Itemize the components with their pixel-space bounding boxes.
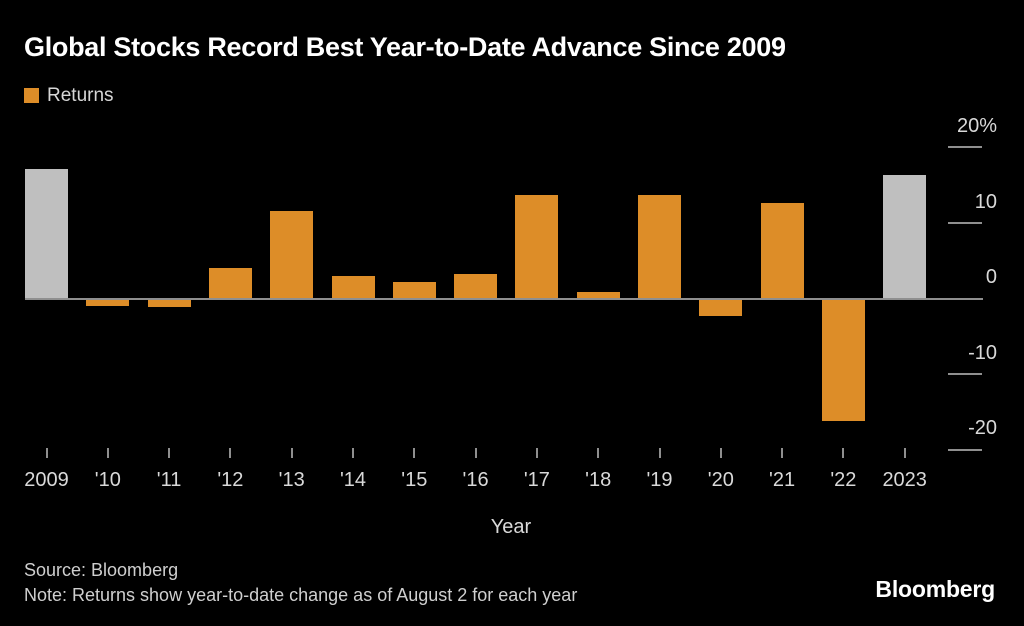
- bar-11: [147, 298, 191, 307]
- x-tick-label: '19: [646, 469, 673, 491]
- x-tick-line: [290, 448, 293, 458]
- y-tick-label: 0: [985, 266, 997, 288]
- y-tick-label: -20: [968, 417, 997, 440]
- source-text: Source: Bloomberg: [24, 560, 179, 580]
- x-tick-label: '18: [585, 469, 612, 491]
- y-tick-line: [948, 373, 982, 375]
- x-tick-line: [658, 448, 661, 458]
- y-tick-label: 10: [974, 190, 997, 213]
- x-tick-line: [229, 448, 232, 458]
- x-tick-label: '11: [156, 469, 182, 491]
- bloomberg-logo: Bloomberg: [875, 576, 995, 602]
- bar-16: [454, 273, 498, 299]
- bar-18: [576, 291, 620, 299]
- y-tick-line: [948, 222, 982, 224]
- x-tick-label: '13: [278, 469, 305, 491]
- bar-20: [699, 298, 743, 316]
- x-tick-label: '10: [94, 469, 121, 491]
- x-tick-label: 2023: [882, 469, 927, 491]
- bar-15: [392, 281, 436, 299]
- y-tick-label: 20%: [956, 114, 997, 137]
- chart-title: Global Stocks Record Best Year-to-Date A…: [24, 32, 786, 62]
- x-tick-line: [842, 448, 845, 458]
- x-tick-line: [106, 448, 109, 458]
- x-tick-label: '17: [523, 469, 550, 491]
- x-tick-line: [474, 448, 477, 458]
- bar-13: [270, 210, 314, 299]
- x-tick-label: '16: [462, 469, 489, 491]
- y-tick-line: [948, 146, 982, 149]
- x-tick-line: [597, 448, 600, 458]
- x-tick-label: '22: [830, 469, 857, 491]
- x-tick-line: [413, 448, 416, 458]
- bar-2009: [25, 168, 68, 299]
- x-tick-line: [535, 448, 538, 458]
- note-text: Note: Returns show year-to-date change a…: [24, 585, 578, 605]
- bar-21: [760, 203, 804, 299]
- bar-22: [821, 298, 865, 421]
- legend: Returns: [24, 86, 114, 105]
- bar-12: [208, 267, 252, 299]
- bar-10: [86, 298, 130, 307]
- x-axis-title: Year: [490, 516, 532, 538]
- y-tick-line: [948, 448, 982, 451]
- bar-2023: [883, 175, 927, 299]
- x-tick-line: [168, 448, 171, 458]
- x-tick-label: '12: [217, 469, 244, 491]
- zero-axis-line: [25, 298, 983, 300]
- x-tick-line: [781, 448, 784, 458]
- x-tick-label: '15: [401, 469, 428, 491]
- x-tick-label: '21: [769, 469, 796, 491]
- x-tick-line: [352, 448, 354, 458]
- bar-19: [638, 195, 681, 299]
- x-tick-label: '20: [707, 469, 734, 491]
- bar-14: [331, 275, 375, 299]
- x-tick-label: '14: [339, 469, 367, 491]
- x-tick-line: [45, 448, 48, 458]
- x-tick-line: [719, 448, 722, 458]
- x-tick-label: 2009: [24, 469, 69, 491]
- y-tick-label: -10: [968, 341, 997, 364]
- legend-label: Returns: [47, 85, 114, 106]
- bar-17: [515, 195, 559, 299]
- x-tick-line: [903, 448, 906, 458]
- legend-swatch-icon: [24, 88, 39, 103]
